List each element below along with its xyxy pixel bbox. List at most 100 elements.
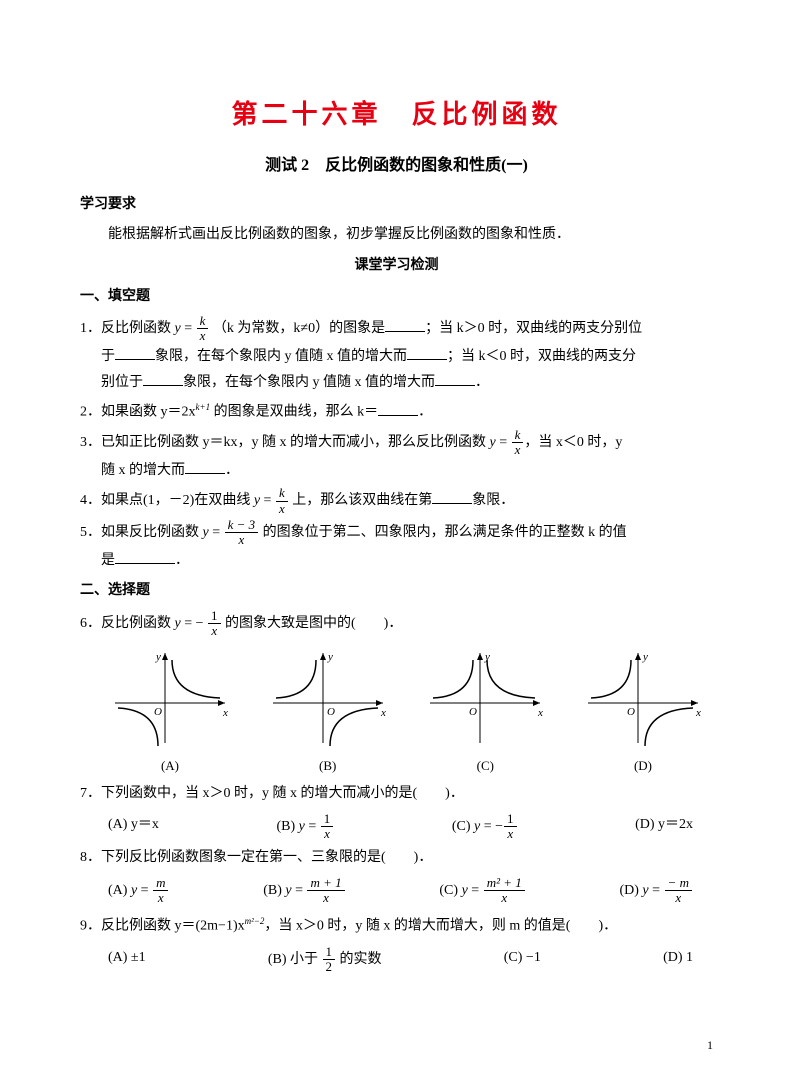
- q8-d-pre: (D): [619, 883, 642, 898]
- q7-opt-b: (B) y = 1x: [276, 812, 334, 842]
- q9-options: (A) ±1 (B) 小于 12 的实数 (C) −1 (D) 1: [80, 945, 713, 975]
- q7-c-pre: (C): [452, 819, 474, 834]
- q9-b-num: 1: [323, 945, 336, 960]
- svg-text:O: O: [469, 706, 477, 718]
- q6-label-a: (A): [161, 754, 179, 779]
- q6-option-c: x y O (C): [425, 648, 545, 779]
- q1-text-a: 1．反比例函数: [80, 321, 175, 336]
- q9-opt-c: (C) −1: [504, 945, 541, 975]
- question-9: 9．反比例函数 y＝(2m−1)xm²−2，当 x＞0 时，y 随 x 的增大而…: [80, 913, 713, 940]
- svg-text:O: O: [327, 706, 335, 718]
- question-6: 6．反比例函数 y = − 1x 的图象大致是图中的( )．: [80, 609, 713, 639]
- q3-text-c: 随 x 的增大而: [80, 463, 185, 478]
- q8-opt-c: (C) y = m² + 1x: [439, 876, 525, 906]
- q5-text-a: 5．如果反比例函数: [80, 525, 203, 540]
- study-requirement-label: 学习要求: [80, 192, 713, 219]
- q7-b-den: x: [321, 827, 334, 841]
- q8-d-den: x: [665, 891, 692, 905]
- q6-label-c: (C): [477, 754, 494, 779]
- q9-opt-b: (B) 小于 12 的实数: [268, 945, 382, 975]
- q9-text-a: 9．反比例函数 y＝(2m−1)x: [80, 919, 245, 934]
- q7-opt-a: (A) y＝x: [108, 812, 159, 842]
- svg-text:x: x: [380, 707, 386, 719]
- q1-text-c: ；当 k＞0 时，双曲线的两支分别位: [425, 321, 642, 336]
- q8-c-pre: (C): [439, 883, 461, 898]
- svg-text:x: x: [537, 707, 543, 719]
- graph-a-svg: x y O: [110, 648, 230, 748]
- q6-label-d: (D): [634, 754, 652, 779]
- q1-text-h: 象限，在每个象限内 y 值随 x 值的增大而: [183, 375, 435, 390]
- q9-b-post: 的实数: [336, 952, 382, 967]
- q7-b-pre: (B): [276, 819, 298, 834]
- q8-a-pre: (A): [108, 883, 131, 898]
- blank: [115, 549, 175, 564]
- svg-text:y: y: [155, 651, 161, 663]
- question-7: 7．下列函数中，当 x＞0 时，y 随 x 的增大而减小的是( )．: [80, 781, 713, 808]
- q8-c-num: m² + 1: [484, 876, 525, 891]
- blank: [407, 345, 447, 360]
- q4-frac-num: k: [276, 486, 288, 501]
- q5-text-c: 是: [80, 553, 115, 568]
- q6-text-a: 6．反比例函数: [80, 616, 175, 631]
- q4-frac-den: x: [276, 502, 288, 516]
- q1-frac-num: k: [197, 314, 209, 329]
- blank: [185, 459, 225, 474]
- q8-b-den: x: [307, 891, 344, 905]
- question-1: 1．反比例函数 y = kx （k 为常数，k≠0）的图象是；当 k＞0 时，双…: [80, 314, 713, 397]
- classroom-check-label: 课堂学习检测: [80, 253, 713, 280]
- q8-c-den: x: [484, 891, 525, 905]
- svg-text:y: y: [327, 651, 333, 663]
- test-title: 测试 2 反比例函数的图象和性质(一): [80, 151, 713, 181]
- q7-c-den: x: [504, 827, 517, 841]
- q4-text-c: 象限．: [472, 493, 514, 508]
- blank: [378, 401, 418, 416]
- blank: [432, 489, 472, 504]
- q3-text-d: ．: [225, 463, 239, 478]
- q8-a-num: m: [153, 876, 168, 891]
- q4-text-a: 4．如果点(1，－2)在双曲线: [80, 493, 254, 508]
- q4-text-b: 上，那么该双曲线在第: [289, 493, 433, 508]
- q2-text-a: 2．如果函数 y＝2x: [80, 405, 196, 420]
- graph-b-svg: x y O: [268, 648, 388, 748]
- q1-frac-den: x: [197, 329, 209, 343]
- q6-frac-den: x: [208, 624, 221, 638]
- q7-c-num: 1: [504, 812, 517, 827]
- q8-opt-d: (D) y = − mx: [619, 876, 692, 906]
- q1-text-f: ；当 k＜0 时，双曲线的两支分: [447, 349, 636, 364]
- blank: [115, 345, 155, 360]
- q1-text-d: 于: [80, 349, 115, 364]
- q7-options: (A) y＝x (B) y = 1x (C) y = −1x (D) y＝2x: [80, 812, 713, 842]
- svg-text:y: y: [642, 651, 648, 663]
- q6-option-b: x y O (B): [268, 648, 388, 779]
- q3-frac-num: k: [512, 428, 524, 443]
- q9-opt-a: (A) ±1: [108, 945, 146, 975]
- q3-text-a: 3．已知正比例函数 y＝kx，y 随 x 的增大而减小，那么反比例函数: [80, 435, 490, 450]
- q1-text-b: （k 为常数，k≠0）的图象是: [213, 321, 385, 336]
- q8-a-den: x: [153, 891, 168, 905]
- question-4: 4．如果点(1，－2)在双曲线 y = kx 上，那么该双曲线在第象限．: [80, 486, 713, 516]
- q3-text-b: ，当 x＜0 时，y: [524, 435, 622, 450]
- q6-label-b: (B): [319, 754, 336, 779]
- q9-b-den: 2: [323, 960, 336, 974]
- q5-frac-num: k − 3: [225, 518, 259, 533]
- q8-options: (A) y = mx (B) y = m + 1x (C) y = m² + 1…: [80, 876, 713, 906]
- q9-b-pre: (B) 小于: [268, 952, 322, 967]
- study-requirement-text: 能根据解析式画出反比例函数的图象，初步掌握反比例函数的图象和性质．: [80, 222, 713, 249]
- q7-b-num: 1: [321, 812, 334, 827]
- q1-text-g: 别位于: [80, 375, 143, 390]
- chapter-title: 第二十六章 反比例函数: [80, 90, 713, 139]
- question-3: 3．已知正比例函数 y＝kx，y 随 x 的增大而减小，那么反比例函数 y = …: [80, 428, 713, 484]
- q1-text-e: 象限，在每个象限内 y 值随 x 值的增大而: [155, 349, 407, 364]
- q6-text-b: 的图象大致是图中的( )．: [222, 616, 403, 631]
- q8-opt-a: (A) y = mx: [108, 876, 169, 906]
- q9-opt-d: (D) 1: [663, 945, 693, 975]
- q5-text-b: 的图象位于第二、四象限内，那么满足条件的正整数 k 的值: [259, 525, 627, 540]
- q5-frac-den: x: [225, 533, 259, 547]
- q2-exponent: k+1: [196, 402, 211, 412]
- q8-b-num: m + 1: [307, 876, 344, 891]
- q8-d-num: − m: [665, 876, 692, 891]
- q2-text-b: 的图象是双曲线，那么 k＝: [210, 405, 378, 420]
- svg-text:x: x: [222, 707, 228, 719]
- q5-text-d: ．: [175, 553, 189, 568]
- graph-d-svg: x y O: [583, 648, 703, 748]
